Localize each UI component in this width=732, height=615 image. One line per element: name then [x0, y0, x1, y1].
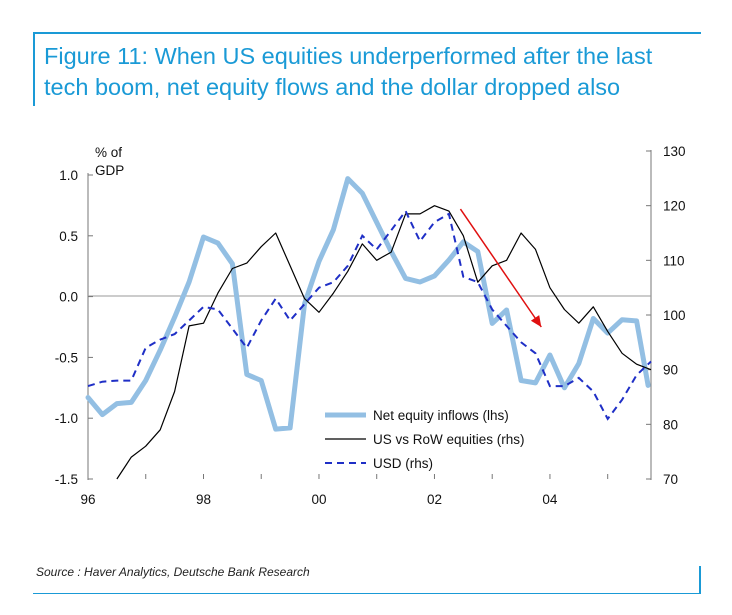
- bottom-rule: [33, 593, 701, 594]
- annotation-arrow-shaft: [459, 208, 542, 328]
- x-tick-label: 04: [542, 492, 558, 507]
- right-tick-label: 100: [663, 308, 686, 323]
- series-layer: [85, 176, 652, 480]
- source-note: Source : Haver Analytics, Deutsche Bank …: [36, 565, 310, 579]
- legend-label-usd: USD (rhs): [373, 456, 433, 471]
- annotation-layer: [459, 208, 542, 328]
- legend-label-us-row: US vs RoW equities (rhs): [373, 432, 525, 447]
- left-axis-unit-line-2: GDP: [95, 163, 124, 178]
- series-line-2: [87, 209, 652, 421]
- left-axis-unit-line-1: % of: [95, 145, 122, 160]
- x-tick-label: 96: [80, 492, 95, 507]
- series-line-0: [85, 176, 651, 432]
- legend-label-net-equity: Net equity inflows (lhs): [373, 408, 509, 423]
- left-tick-label: 0.5: [59, 229, 78, 244]
- series-line-1: [116, 205, 652, 480]
- right-tick-label: 110: [663, 253, 685, 268]
- right-tick-label: 80: [663, 417, 678, 432]
- right-y-ticks: 130 120 110 100 90 80 70: [646, 144, 686, 487]
- x-tick-label: 02: [427, 492, 442, 507]
- title-line-2: tech boom, net equity flows and the doll…: [44, 74, 621, 100]
- title-top-rule: [33, 32, 701, 34]
- x-ticks: 96 98 00 02 04: [80, 474, 609, 507]
- x-tick-label: 00: [311, 492, 326, 507]
- figure-title: Figure 11: When US equities underperform…: [44, 41, 704, 103]
- title-accent-bar: [33, 32, 35, 106]
- right-tick-label: 90: [663, 363, 678, 378]
- annotation-arrow-head: [530, 315, 542, 327]
- left-y-ticks: 1.0 0.5 0.0 -0.5 -1.0 -1.5: [55, 168, 93, 487]
- right-tick-label: 70: [663, 472, 678, 487]
- left-tick-label: -1.5: [55, 472, 78, 487]
- plot-frame: [87, 150, 652, 480]
- right-tick-label: 130: [663, 144, 686, 159]
- right-tick-label: 120: [663, 199, 686, 214]
- left-tick-label: -0.5: [55, 350, 78, 365]
- title-line-1: Figure 11: When US equities underperform…: [44, 43, 653, 69]
- left-tick-label: 0.0: [59, 290, 78, 305]
- x-tick-label: 98: [196, 492, 211, 507]
- left-tick-label: 1.0: [59, 168, 78, 183]
- bottom-accent-tick: [699, 566, 701, 594]
- left-tick-label: -1.0: [55, 411, 78, 426]
- legend: Net equity inflows (lhs) US vs RoW equit…: [325, 408, 525, 471]
